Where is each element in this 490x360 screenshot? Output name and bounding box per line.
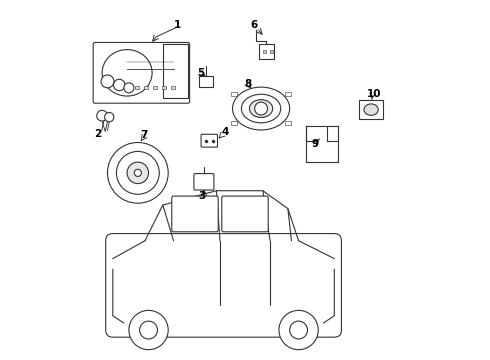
Bar [144, 86, 148, 89]
FancyBboxPatch shape [194, 174, 214, 190]
Bar [162, 86, 166, 89]
Text: 10: 10 [367, 89, 382, 99]
Circle shape [114, 79, 125, 91]
FancyBboxPatch shape [201, 134, 218, 147]
Text: 9: 9 [311, 139, 318, 149]
Bar [198, 76, 213, 87]
Ellipse shape [232, 87, 290, 130]
Text: 5: 5 [196, 68, 204, 78]
Text: 6: 6 [250, 19, 258, 30]
Bar [125, 160, 150, 185]
Bar [359, 100, 383, 119]
Text: 4: 4 [221, 127, 229, 137]
Bar [263, 50, 266, 53]
Circle shape [279, 310, 318, 350]
FancyBboxPatch shape [222, 196, 268, 232]
Text: 1: 1 [173, 19, 181, 30]
Text: 7: 7 [141, 130, 148, 140]
Bar [259, 44, 273, 59]
Circle shape [124, 83, 134, 93]
FancyBboxPatch shape [172, 196, 218, 232]
Ellipse shape [364, 104, 378, 115]
Bar [126, 86, 130, 89]
Ellipse shape [249, 100, 272, 117]
Ellipse shape [242, 94, 281, 123]
Text: 3: 3 [198, 191, 206, 201]
Bar [163, 44, 188, 98]
Ellipse shape [102, 50, 152, 96]
Circle shape [129, 310, 168, 350]
Circle shape [117, 152, 159, 194]
Circle shape [140, 321, 157, 339]
Circle shape [290, 321, 308, 339]
Text: 2: 2 [94, 129, 101, 139]
Bar [285, 92, 291, 96]
Circle shape [127, 162, 148, 184]
Circle shape [97, 111, 107, 121]
Bar [231, 92, 237, 96]
Bar [153, 86, 157, 89]
Text: 8: 8 [244, 78, 251, 89]
Bar [135, 86, 139, 89]
Bar [171, 86, 175, 89]
Circle shape [255, 102, 268, 115]
FancyBboxPatch shape [106, 234, 342, 337]
FancyBboxPatch shape [93, 42, 190, 103]
Circle shape [107, 143, 168, 203]
Bar [231, 121, 237, 125]
Bar [270, 50, 273, 53]
Circle shape [104, 112, 114, 122]
Circle shape [101, 75, 114, 88]
Bar [285, 121, 291, 125]
Circle shape [134, 169, 142, 176]
